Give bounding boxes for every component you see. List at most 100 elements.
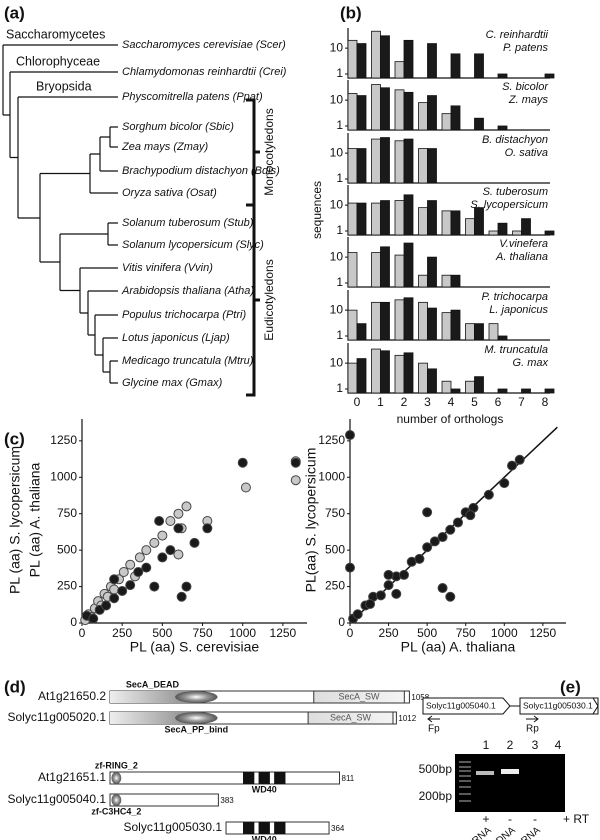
bar: [347, 148, 358, 184]
x-tick-label: 1250: [530, 626, 557, 640]
domain-diagram: (d) At1g21650.2 1058 SecA_DEAD SecA_SW Solyc1…: [4, 677, 430, 840]
point: [101, 600, 112, 611]
y-tick-label: 1250: [50, 433, 77, 447]
domain: [243, 822, 255, 834]
bar: [474, 117, 484, 131]
x-tick-label: 750: [456, 626, 476, 640]
bar: [544, 230, 555, 236]
y-tick-label: 1: [336, 118, 343, 132]
primer-label: Fp: [428, 724, 440, 735]
species-label: Solanum tuberosum (Stub): [122, 217, 254, 229]
point: [109, 574, 120, 585]
y-axis-label: PL(aa) S. lycopersicum: [303, 448, 319, 593]
point: [414, 553, 425, 564]
x-tick-label: 1000: [491, 626, 518, 640]
y-tick-label: 10: [330, 92, 344, 106]
bar: [497, 335, 508, 341]
domain: [258, 772, 270, 784]
protein-name: At1g21650.2: [38, 689, 106, 703]
bar: [394, 140, 405, 184]
y-tick-label: 750: [325, 506, 345, 520]
bar: [450, 309, 461, 341]
point: [181, 501, 192, 512]
point: [117, 585, 128, 596]
gene-label: Solyc11g005040.1: [426, 700, 496, 710]
bar: [403, 91, 414, 131]
legend-entry: A. thaliana: [495, 251, 548, 263]
y-tick-label: 250: [325, 579, 345, 593]
y-tick-label: 1000: [318, 469, 345, 483]
bar: [380, 350, 390, 394]
rt-sign: +: [482, 812, 489, 826]
domain-label: SecA_PP_bind: [165, 724, 229, 734]
point: [125, 559, 136, 570]
point: [399, 569, 409, 580]
point: [176, 591, 187, 602]
point: [499, 478, 510, 489]
point: [88, 613, 99, 624]
legend-entry: C. reinhardtii: [486, 29, 549, 41]
bar: [497, 125, 508, 131]
bar: [356, 202, 367, 236]
y-tick-label: 1: [336, 381, 343, 395]
bar: [521, 218, 531, 236]
bar: [371, 301, 381, 341]
point: [375, 590, 386, 601]
bar: [380, 301, 390, 341]
domain-label: zf-RING_2: [95, 760, 138, 770]
bar: [418, 274, 428, 288]
bar: [441, 113, 452, 131]
point: [437, 532, 448, 543]
gene-link: [510, 697, 599, 715]
y-tick-label: 0: [70, 615, 77, 629]
gene-label: Solyc11g005030.1: [523, 700, 593, 710]
bar: [474, 376, 484, 394]
bar: [394, 254, 405, 288]
species-label: Oryza sativa (Osat): [122, 187, 217, 199]
bar: [403, 39, 414, 79]
point: [345, 562, 355, 573]
bar: [394, 200, 405, 236]
x-tick-label: 1000: [229, 626, 256, 640]
clade-label: Monocotyledons: [262, 108, 276, 195]
point: [125, 580, 136, 591]
bar: [450, 105, 461, 131]
point: [290, 475, 301, 486]
bar: [356, 358, 367, 394]
y-tick-label: 1: [336, 66, 343, 80]
domain-label: WD40: [252, 834, 277, 840]
x-tick-label: 250: [379, 626, 399, 640]
domain-label: zf-C3HC4_2: [91, 806, 141, 816]
x-tick-label: 750: [193, 626, 213, 640]
point: [157, 530, 168, 541]
protein-length: 383: [220, 796, 234, 805]
bar: [371, 138, 381, 184]
y-tick-label: 10: [330, 302, 344, 316]
band: [476, 771, 494, 775]
legend-entry: P. patens: [503, 42, 549, 54]
y-tick-label: 10: [330, 40, 344, 54]
x-tick-label: 500: [417, 626, 437, 640]
x-tick-label: 0: [79, 626, 86, 640]
gel: [455, 754, 565, 812]
species-label: Brachypodium distachyon (Bdis): [122, 165, 280, 177]
bar: [512, 230, 522, 236]
lane-number: 2: [507, 738, 514, 752]
point: [109, 584, 120, 595]
x-tick-label: 250: [112, 626, 132, 640]
point: [237, 457, 248, 468]
bar: [371, 30, 381, 79]
bar: [497, 73, 508, 79]
bar: [450, 53, 461, 79]
x-tick-label: 0: [347, 626, 354, 640]
protein-length: 364: [331, 824, 345, 833]
bar: [403, 242, 414, 288]
protein-bar: [109, 793, 219, 807]
species-label: Chlamydomonas reinhardtii (Crei): [122, 66, 287, 78]
y-tick-label: 1: [336, 275, 343, 289]
bar: [450, 388, 461, 394]
species-label: Solanum lycopersicum (Slyc): [122, 239, 264, 251]
legend-entry: P. trichocarpa: [482, 291, 548, 303]
point: [134, 552, 145, 563]
